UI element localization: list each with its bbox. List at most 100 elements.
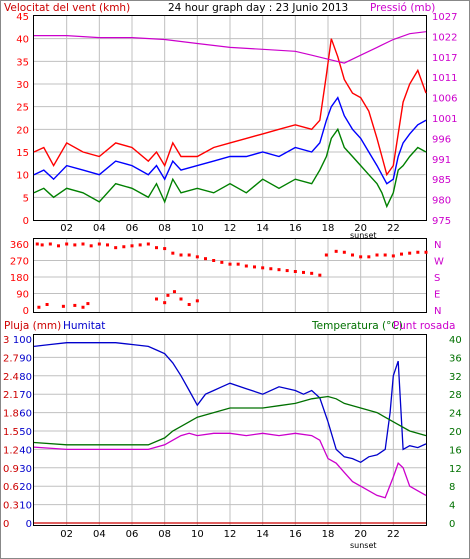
temperature-tick-label: 4 <box>449 501 455 512</box>
direction-point <box>359 255 363 259</box>
direction-point <box>212 259 216 262</box>
x-tick-label: 16 <box>289 223 302 234</box>
rain-tick-label: 2.1 <box>3 390 19 401</box>
direction-point <box>195 255 199 259</box>
compass-tick-label: N <box>434 240 441 251</box>
rain-tick-label: 0 <box>3 519 9 530</box>
wind-tick-label: 5 <box>23 193 29 204</box>
x-tick-label: 14 <box>256 529 269 540</box>
direction-point <box>166 293 170 297</box>
direction-point <box>236 262 240 266</box>
direction-point <box>342 250 346 254</box>
direction-point <box>187 253 191 257</box>
rain-tick-label: 1.8 <box>3 409 19 420</box>
direction-point <box>244 264 248 268</box>
series-gust <box>33 38 427 177</box>
direction-point <box>424 250 428 254</box>
humidity-grid <box>34 335 426 525</box>
direction-point <box>277 268 281 272</box>
humidity-tick-label: 20 <box>19 482 32 493</box>
x-tick-label: 12 <box>224 223 237 234</box>
direction-tick-label: 180 <box>10 273 29 284</box>
wind-pressure-panel: Velocitat del vent (kmh) 24 hour graph d… <box>4 2 457 240</box>
x-tick-label: 04 <box>93 529 106 540</box>
humidity-series <box>33 342 427 524</box>
humidity-tick-label: 0 <box>26 519 32 530</box>
direction-point <box>61 304 65 308</box>
compass-tick-label: E <box>434 290 440 301</box>
pressure-tick-label: 975 <box>432 216 451 227</box>
rain-tick-label: 3 <box>3 335 9 346</box>
series-pressure <box>34 31 427 64</box>
x-tick-label: 22 <box>387 223 400 234</box>
direction-point <box>81 242 85 246</box>
temp-axis-label: Temperatura (°C) <box>311 320 403 332</box>
compass-tick-label: S <box>434 273 440 284</box>
wind-tick-label: 20 <box>16 125 29 136</box>
humidity-tick-label: 80 <box>19 372 32 383</box>
x-tick-label: 02 <box>60 529 73 540</box>
x-tick-label: 20 <box>354 223 367 234</box>
wind-tick-label: 35 <box>16 57 29 68</box>
humidity-temperature-panel: Pluja (mm) Humitat Temperatura (°C) Punt… <box>3 320 462 550</box>
humidity-tick-label: 50 <box>19 427 32 438</box>
direction-tick-label: 360 <box>10 240 29 251</box>
wind-tick-label: 30 <box>16 80 29 91</box>
wind-tick-label: 45 <box>16 12 29 23</box>
x-tick-label: 16 <box>289 529 302 540</box>
wind-axis-label: Velocitat del vent (kmh) <box>4 2 130 14</box>
direction-point <box>204 257 207 261</box>
sunset-label-bottom: sunset <box>350 541 377 550</box>
pressure-axis-label: Pressió (mb) <box>370 2 435 14</box>
rain-tick-label: 2.4 <box>3 372 19 383</box>
direction-point <box>89 244 93 248</box>
temperature-tick-label: 8 <box>449 482 455 493</box>
wind-left-ticks: 45 40 35 30 25 20 15 10 5 0 <box>16 12 29 227</box>
direction-point <box>334 249 338 253</box>
direction-point <box>163 247 167 251</box>
x-tick-label: 12 <box>224 529 237 540</box>
x-tick-label: 08 <box>158 529 171 540</box>
humidity-tick-label: 70 <box>19 390 32 401</box>
direction-point <box>86 302 90 306</box>
direction-point <box>351 253 354 257</box>
direction-point <box>302 270 305 274</box>
direction-point <box>97 242 101 246</box>
direction-point <box>179 297 183 301</box>
direction-point <box>324 253 328 257</box>
direction-point <box>285 269 289 273</box>
direction-point <box>163 301 167 305</box>
direction-point <box>155 297 158 301</box>
direction-point <box>293 270 297 273</box>
direction-left-ticks: 360 270 180 90 0 <box>10 240 29 317</box>
direction-tick-label: 90 <box>16 290 29 301</box>
direction-point <box>391 254 395 258</box>
direction-point <box>45 303 49 306</box>
temperature-tick-label: 20 <box>449 427 462 438</box>
x-tick-label: 10 <box>191 223 204 234</box>
temperature-tick-label: 36 <box>449 353 462 364</box>
rain-tick-label: 1.2 <box>3 445 19 456</box>
direction-point <box>220 260 224 264</box>
direction-grid <box>34 239 426 312</box>
direction-point <box>155 246 158 250</box>
direction-point <box>253 265 256 269</box>
wind-tick-label: 10 <box>16 171 29 182</box>
pressure-tick-label: 1001 <box>432 114 457 125</box>
direction-point <box>261 266 265 270</box>
temperature-tick-label: 16 <box>449 445 462 456</box>
direction-point <box>228 262 232 266</box>
direction-point <box>318 273 322 277</box>
direction-points <box>35 242 428 309</box>
direction-point <box>367 255 371 259</box>
direction-point <box>310 271 314 275</box>
pressure-tick-label: 1011 <box>432 73 457 84</box>
x-tick-label: 08 <box>158 223 171 234</box>
humidity-tick-label: 100 <box>13 335 32 346</box>
direction-point <box>172 290 176 294</box>
pressure-tick-label: 991 <box>432 155 451 166</box>
direction-tick-label: 0 <box>23 306 29 317</box>
